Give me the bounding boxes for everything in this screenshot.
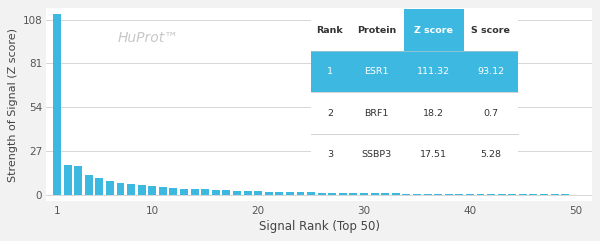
- FancyBboxPatch shape: [404, 51, 464, 92]
- Bar: [339, 193, 347, 195]
- Bar: [561, 194, 569, 195]
- Bar: [159, 187, 167, 195]
- Bar: [233, 191, 241, 195]
- Text: HuProt™: HuProt™: [117, 32, 178, 46]
- Bar: [371, 193, 379, 195]
- FancyBboxPatch shape: [311, 134, 349, 175]
- Bar: [254, 191, 262, 195]
- FancyBboxPatch shape: [404, 134, 464, 175]
- FancyBboxPatch shape: [349, 134, 404, 175]
- Bar: [53, 14, 61, 195]
- FancyBboxPatch shape: [464, 9, 518, 51]
- Bar: [148, 186, 156, 195]
- Bar: [349, 193, 358, 195]
- Y-axis label: Strength of Signal (Z score): Strength of Signal (Z score): [8, 28, 19, 182]
- Text: 111.32: 111.32: [417, 67, 450, 76]
- Text: Z score: Z score: [414, 26, 453, 34]
- FancyBboxPatch shape: [464, 134, 518, 175]
- Text: SSBP3: SSBP3: [361, 150, 391, 159]
- Bar: [572, 194, 580, 195]
- FancyBboxPatch shape: [311, 9, 349, 51]
- Text: 18.2: 18.2: [423, 108, 444, 118]
- Bar: [201, 189, 209, 195]
- FancyBboxPatch shape: [311, 92, 349, 134]
- Bar: [413, 194, 421, 195]
- FancyBboxPatch shape: [349, 9, 404, 51]
- Bar: [106, 181, 114, 195]
- Text: 17.51: 17.51: [420, 150, 447, 159]
- FancyBboxPatch shape: [311, 51, 349, 92]
- Bar: [424, 194, 431, 195]
- Bar: [508, 194, 516, 195]
- Bar: [455, 194, 463, 195]
- Bar: [138, 185, 146, 195]
- X-axis label: Signal Rank (Top 50): Signal Rank (Top 50): [259, 220, 380, 233]
- Bar: [64, 165, 71, 195]
- FancyBboxPatch shape: [464, 92, 518, 134]
- Bar: [392, 194, 400, 195]
- Bar: [498, 194, 506, 195]
- Bar: [403, 194, 410, 195]
- Text: 0.7: 0.7: [483, 108, 498, 118]
- Text: S score: S score: [472, 26, 510, 34]
- Bar: [540, 194, 548, 195]
- Text: BRF1: BRF1: [364, 108, 388, 118]
- Bar: [244, 191, 251, 195]
- Bar: [95, 178, 103, 195]
- Text: 93.12: 93.12: [477, 67, 505, 76]
- Bar: [212, 190, 220, 195]
- Bar: [265, 192, 273, 195]
- Bar: [476, 194, 484, 195]
- Bar: [466, 194, 474, 195]
- Text: Rank: Rank: [317, 26, 343, 34]
- Bar: [286, 192, 294, 195]
- Bar: [307, 192, 315, 195]
- Bar: [445, 194, 453, 195]
- FancyBboxPatch shape: [349, 51, 404, 92]
- Bar: [487, 194, 495, 195]
- Text: 1: 1: [327, 67, 333, 76]
- Bar: [275, 192, 283, 195]
- FancyBboxPatch shape: [464, 51, 518, 92]
- Bar: [551, 194, 559, 195]
- Bar: [296, 192, 304, 195]
- Bar: [74, 167, 82, 195]
- Bar: [180, 188, 188, 195]
- FancyBboxPatch shape: [404, 92, 464, 134]
- FancyBboxPatch shape: [349, 92, 404, 134]
- Text: ESR1: ESR1: [364, 67, 389, 76]
- Bar: [434, 194, 442, 195]
- Bar: [360, 193, 368, 195]
- Text: 5.28: 5.28: [480, 150, 501, 159]
- Bar: [529, 194, 538, 195]
- Text: 3: 3: [327, 150, 333, 159]
- FancyBboxPatch shape: [404, 9, 464, 51]
- Bar: [191, 189, 199, 195]
- Bar: [519, 194, 527, 195]
- Text: 2: 2: [327, 108, 333, 118]
- Bar: [116, 183, 124, 195]
- Bar: [127, 184, 135, 195]
- Bar: [318, 193, 326, 195]
- Bar: [169, 188, 178, 195]
- Bar: [85, 174, 93, 195]
- Bar: [381, 193, 389, 195]
- Bar: [223, 190, 230, 195]
- Text: Protein: Protein: [356, 26, 396, 34]
- Bar: [328, 193, 336, 195]
